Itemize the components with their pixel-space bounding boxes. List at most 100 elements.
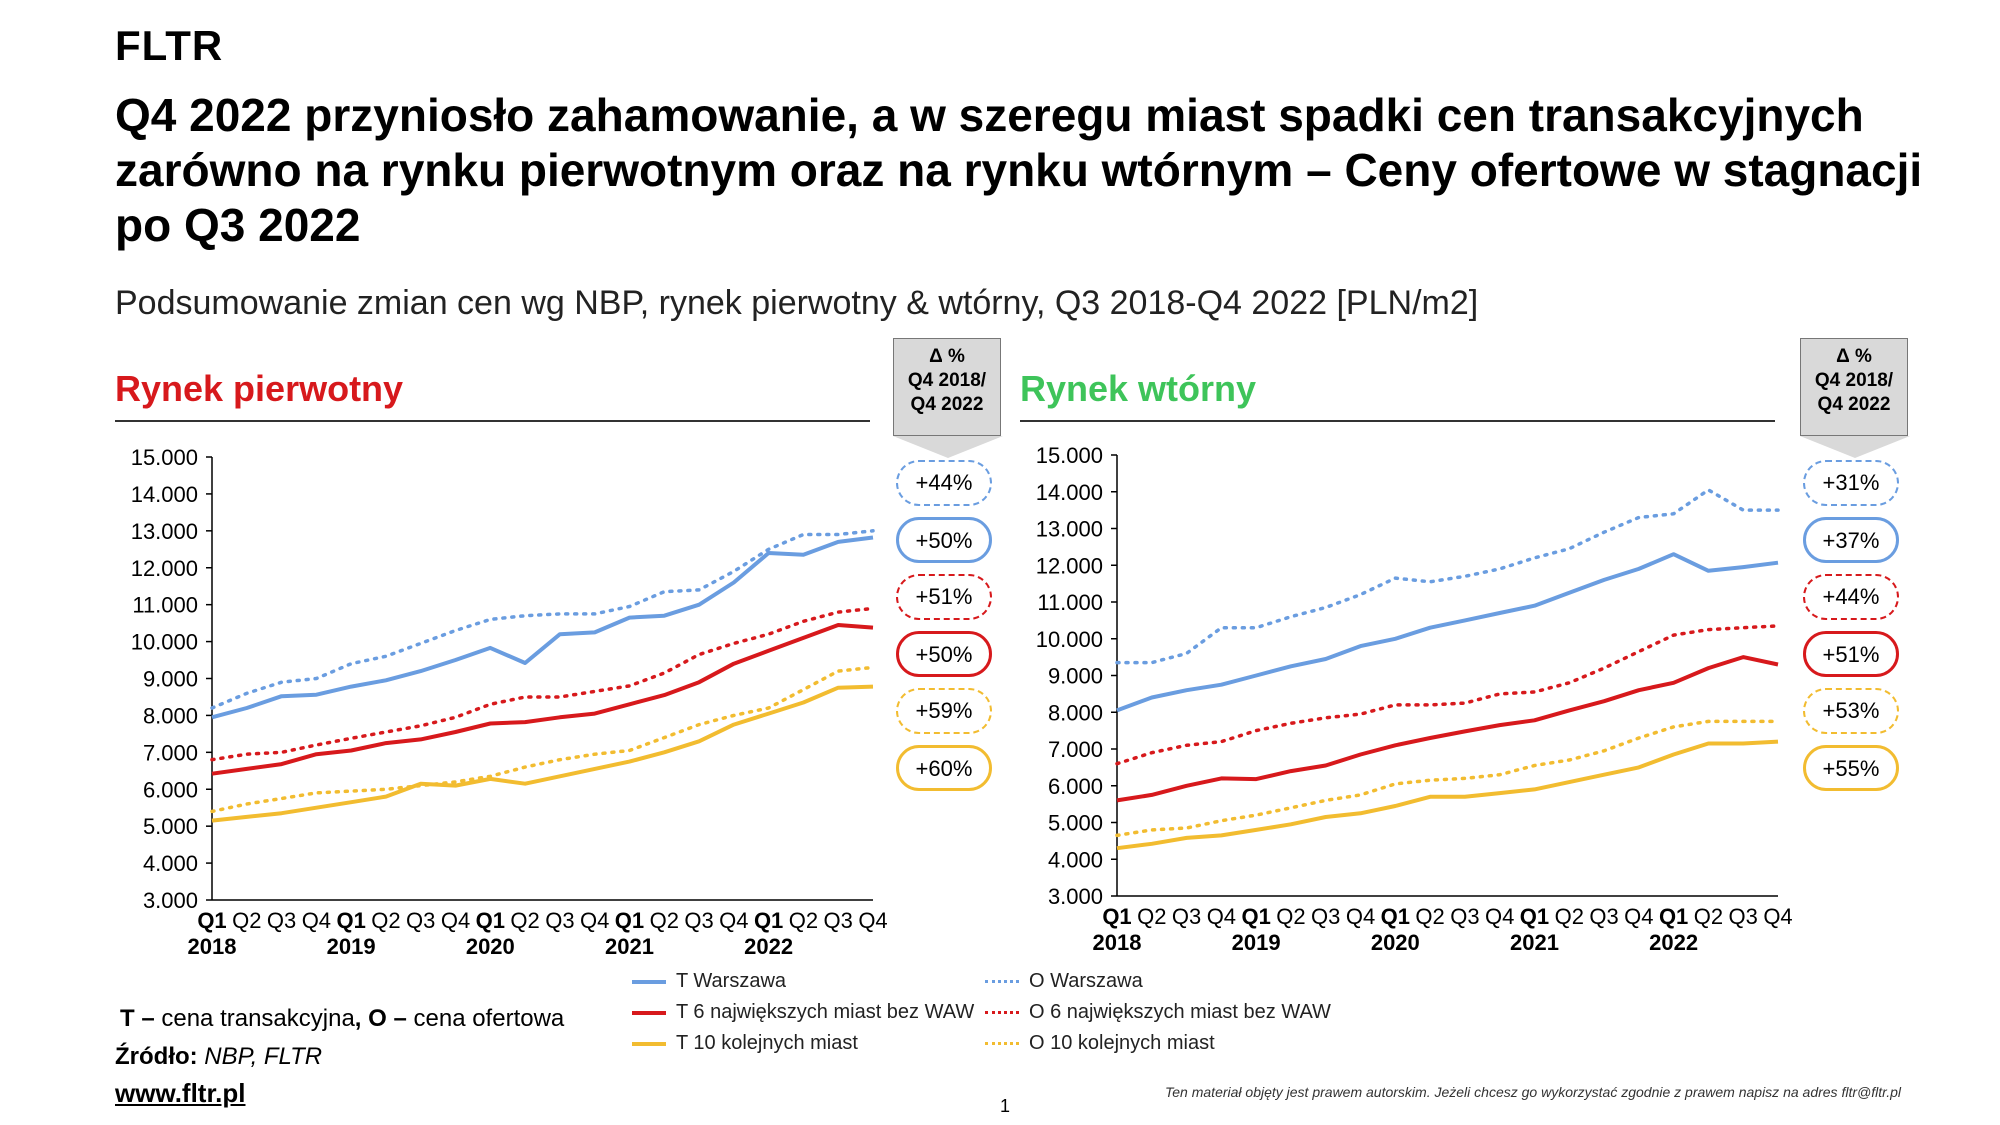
series-line — [211, 535, 874, 720]
page-subtitle: Podsumowanie zmian cen wg NBP, rynek pie… — [115, 284, 1479, 322]
legend-swatch — [985, 980, 1019, 983]
line-chart-secondary: 3.000 4.000 5.000 6.000 7.000 8.000 9.000 10.00… — [1036, 443, 1793, 955]
x-year-label: 2021 — [1510, 930, 1559, 955]
y-tick-label: 6.000 — [1048, 774, 1103, 799]
x-tick-label: Q3 — [1172, 904, 1201, 929]
x-tick-label: Q4 — [1624, 904, 1653, 929]
legend-item: T 6 największych miast bez WAW — [632, 1001, 974, 1024]
series-line — [1116, 552, 1779, 713]
y-tick-label: 11.000 — [132, 593, 198, 618]
series-line — [1115, 624, 1780, 766]
x-tick-label: Q2 — [1276, 904, 1305, 929]
x-tick-label: Q3 — [1450, 904, 1479, 929]
x-year-label: 2019 — [327, 934, 376, 959]
y-tick-label: 14.000 — [131, 482, 198, 507]
y-tick-label: 9.000 — [1048, 664, 1103, 689]
legend-label: O 6 największych miast bez WAW — [1029, 1001, 1331, 1023]
legend-label: T 6 największych miast bez WAW — [676, 1001, 975, 1023]
series-line — [1116, 739, 1779, 851]
delta-pill: +53% — [1803, 688, 1899, 734]
y-tick-label: 15.000 — [131, 445, 198, 470]
legend-item: O 10 kolejnych miast — [985, 1032, 1331, 1055]
x-year-label: 2020 — [466, 934, 515, 959]
y-tick-label: 4.000 — [143, 851, 198, 876]
x-tick-label: Q1 — [754, 908, 783, 933]
x-tick-label: Q3 — [1729, 904, 1758, 929]
y-tick-label: 6.000 — [143, 777, 198, 802]
legend-item: T 10 kolejnych miast — [632, 1032, 974, 1055]
x-tick-label: Q1 — [1381, 904, 1410, 929]
page-number: 1 — [1000, 1096, 1011, 1116]
website-link[interactable]: www.fltr.pl — [115, 1078, 246, 1108]
legend-swatch — [985, 1011, 1019, 1014]
x-tick-label: Q2 — [650, 908, 679, 933]
delta-header-line1: Δ % — [1836, 346, 1872, 367]
y-tick-label: 10.000 — [1036, 627, 1103, 652]
x-tick-label: Q1 — [1659, 904, 1688, 929]
y-tick-label: 9.000 — [143, 667, 198, 692]
legend-swatch — [632, 979, 666, 984]
legend-label: T 10 kolejnych miast — [676, 1032, 858, 1054]
delta-header-line3: Q4 2022 — [910, 394, 984, 415]
title-divider-right — [1020, 420, 1775, 422]
delta-pill: +51% — [1803, 631, 1899, 677]
chart-title-primary: Rynek pierwotny — [115, 368, 404, 409]
legend-item: O Warszawa — [985, 970, 1331, 993]
series-line — [1115, 719, 1780, 838]
x-tick-label: Q4 — [302, 908, 331, 933]
legend-label: O 10 kolejnych miast — [1029, 1032, 1215, 1054]
x-tick-label: Q3 — [267, 908, 296, 933]
series-line — [211, 684, 874, 823]
x-tick-label: Q1 — [1520, 904, 1549, 929]
x-tick-label: Q3 — [684, 908, 713, 933]
delta-header-line2: Q4 2018/ — [907, 370, 987, 391]
y-tick-label: 12.000 — [131, 556, 198, 581]
x-tick-label: Q2 — [1694, 904, 1723, 929]
page-title: Q4 2022 przyniosło zahamowanie, a w szer… — [115, 89, 1923, 251]
copyright-note: Ten materiał objęty jest prawem autorski… — [1165, 1084, 1902, 1100]
legend-item: O 6 największych miast bez WAW — [985, 1001, 1331, 1024]
y-tick-label: 5.000 — [143, 814, 198, 839]
x-tick-label: Q3 — [406, 908, 435, 933]
delta-pill: +44% — [896, 460, 992, 506]
y-tick-label: 7.000 — [1048, 737, 1103, 762]
abbreviation-note: T – cena transakcyjna, O – cena ofertowa — [120, 1005, 565, 1032]
x-tick-label: Q1 — [476, 908, 505, 933]
delta-pill: +60% — [896, 745, 992, 791]
y-tick-label: 14.000 — [1036, 480, 1103, 505]
series-line — [211, 623, 874, 776]
y-tick-label: 7.000 — [143, 740, 198, 765]
x-tick-label: Q4 — [858, 908, 887, 933]
x-tick-label: Q2 — [1555, 904, 1584, 929]
y-tick-label: 3.000 — [143, 888, 198, 913]
delta-arrow — [893, 436, 1003, 458]
x-tick-label: Q1 — [197, 908, 226, 933]
delta-header-line2: Q4 2018/ — [1814, 370, 1894, 391]
chart-title-secondary: Rynek wtórny — [1020, 368, 1257, 409]
x-year-label: 2021 — [605, 934, 654, 959]
y-tick-label: 4.000 — [1048, 847, 1103, 872]
x-year-label: 2022 — [744, 934, 793, 959]
y-tick-label: 8.000 — [1048, 700, 1103, 725]
delta-header-right: Δ % Q4 2018/ Q4 2022 — [1800, 338, 1910, 458]
y-tick-label: 12.000 — [1036, 553, 1103, 578]
y-tick-label: 10.000 — [131, 630, 198, 655]
x-tick-label: Q4 — [1207, 904, 1236, 929]
x-tick-label: Q2 — [789, 908, 818, 933]
line-chart-primary: 3.000 4.000 5.000 6.000 7.000 8.000 9.000 10.00… — [131, 445, 888, 959]
x-tick-label: Q3 — [1589, 904, 1618, 929]
brand-logo: FLTR — [115, 22, 224, 69]
legend-swatch — [632, 1010, 666, 1015]
series-line — [210, 606, 875, 762]
legend-offer: O Warszawa O 6 największych miast bez WA… — [985, 970, 1331, 1055]
legend-swatch — [632, 1041, 666, 1046]
x-tick-label: Q2 — [510, 908, 539, 933]
series-line — [1116, 655, 1779, 803]
legend-swatch — [985, 1042, 1019, 1045]
x-tick-label: Q2 — [371, 908, 400, 933]
y-tick-label: 13.000 — [131, 519, 198, 544]
x-year-label: 2020 — [1371, 930, 1420, 955]
series-line — [210, 529, 875, 710]
delta-header-left: Δ % Q4 2018/ Q4 2022 — [893, 338, 1003, 458]
x-tick-label: Q4 — [580, 908, 609, 933]
